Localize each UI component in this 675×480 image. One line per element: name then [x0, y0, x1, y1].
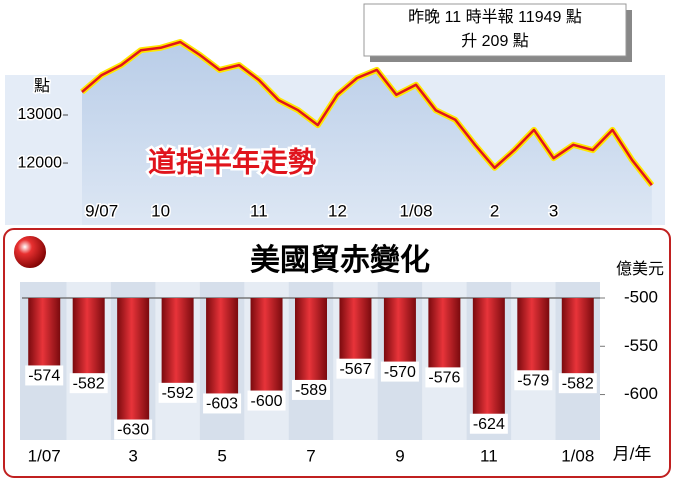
- value-label-bg: [114, 419, 153, 440]
- bar: [250, 298, 283, 395]
- value-label: -576: [428, 370, 460, 387]
- chart-title: 道指半年走勢: [148, 145, 316, 177]
- value-label-bg: [425, 367, 464, 388]
- x-tick-label: 1/08: [561, 446, 594, 465]
- bar: [339, 298, 372, 363]
- annotation: 昨晚 11 時半報 11949 點: [408, 8, 582, 26]
- value-label-bg: [203, 393, 242, 414]
- chart-title: 美國貿赤變化: [250, 243, 430, 277]
- annotation: 升 209 點: [461, 32, 529, 50]
- bar: [428, 298, 461, 372]
- x-tick-label: 3: [128, 446, 137, 465]
- x-tick-label: 11: [250, 201, 268, 220]
- value-label: -630: [117, 422, 149, 439]
- value-label-bg: [25, 365, 64, 386]
- bar: [472, 298, 505, 418]
- x-tick-label: 3: [549, 201, 558, 220]
- bar: [383, 298, 416, 366]
- x-tick-label: 7: [306, 446, 315, 465]
- icon: [12, 234, 48, 270]
- bar: [72, 298, 105, 378]
- y-tick-label: -600: [624, 384, 658, 403]
- x-tick-label: 2: [490, 201, 499, 220]
- y-tick-label: 12000: [18, 154, 63, 171]
- bar: [117, 298, 150, 424]
- value-label: -582: [73, 375, 105, 392]
- bar-chart: -500-550-600億美元月/年-5741/07-582-6303-592-…: [22, 241, 664, 465]
- value-label: -624: [473, 416, 505, 433]
- value-label: -574: [28, 368, 60, 385]
- value-label: -582: [562, 375, 594, 392]
- value-label-bg: [158, 382, 197, 403]
- y-unit: 億美元: [616, 260, 664, 278]
- value-label: -579: [517, 372, 549, 389]
- bar: [161, 298, 194, 387]
- x-tick-label: 1/07: [28, 446, 61, 465]
- value-label: -592: [162, 385, 194, 402]
- annotation-box: [363, 3, 627, 57]
- x-tick-label: 10: [151, 201, 170, 220]
- x-tick-label: 9/07: [85, 201, 118, 220]
- bar: [517, 298, 550, 375]
- value-label: -567: [339, 361, 371, 378]
- value-label-bg: [247, 390, 286, 411]
- y-unit: 點: [34, 77, 50, 95]
- value-label: -600: [251, 393, 283, 410]
- bar: [28, 298, 61, 370]
- value-label-bg: [69, 373, 108, 394]
- value-label-bg: [469, 413, 508, 434]
- x-tick-label: 1/08: [400, 201, 433, 220]
- value-label-bg: [380, 361, 419, 382]
- x-tick-label: 5: [217, 446, 226, 465]
- value-label-bg: [292, 379, 330, 400]
- value-label-bg: [558, 373, 597, 394]
- y-tick-label: -550: [624, 336, 658, 355]
- x-unit: 月/年: [613, 444, 652, 463]
- y-tick-label: -500: [624, 287, 658, 306]
- value-label: -589: [295, 382, 327, 399]
- area: [82, 42, 652, 225]
- x-tick-label: 12: [328, 201, 347, 220]
- value-label-bg: [336, 358, 375, 379]
- x-tick-label: 11: [480, 446, 498, 465]
- value-label: -570: [384, 364, 416, 381]
- x-tick-label: 9: [395, 446, 404, 465]
- bar: [295, 298, 327, 384]
- value-label: -603: [206, 396, 238, 413]
- y-tick-label: 13000: [18, 106, 63, 123]
- line: [81, 40, 653, 186]
- bar: [206, 298, 239, 398]
- value-label-bg: [514, 370, 553, 391]
- bar: [561, 298, 594, 378]
